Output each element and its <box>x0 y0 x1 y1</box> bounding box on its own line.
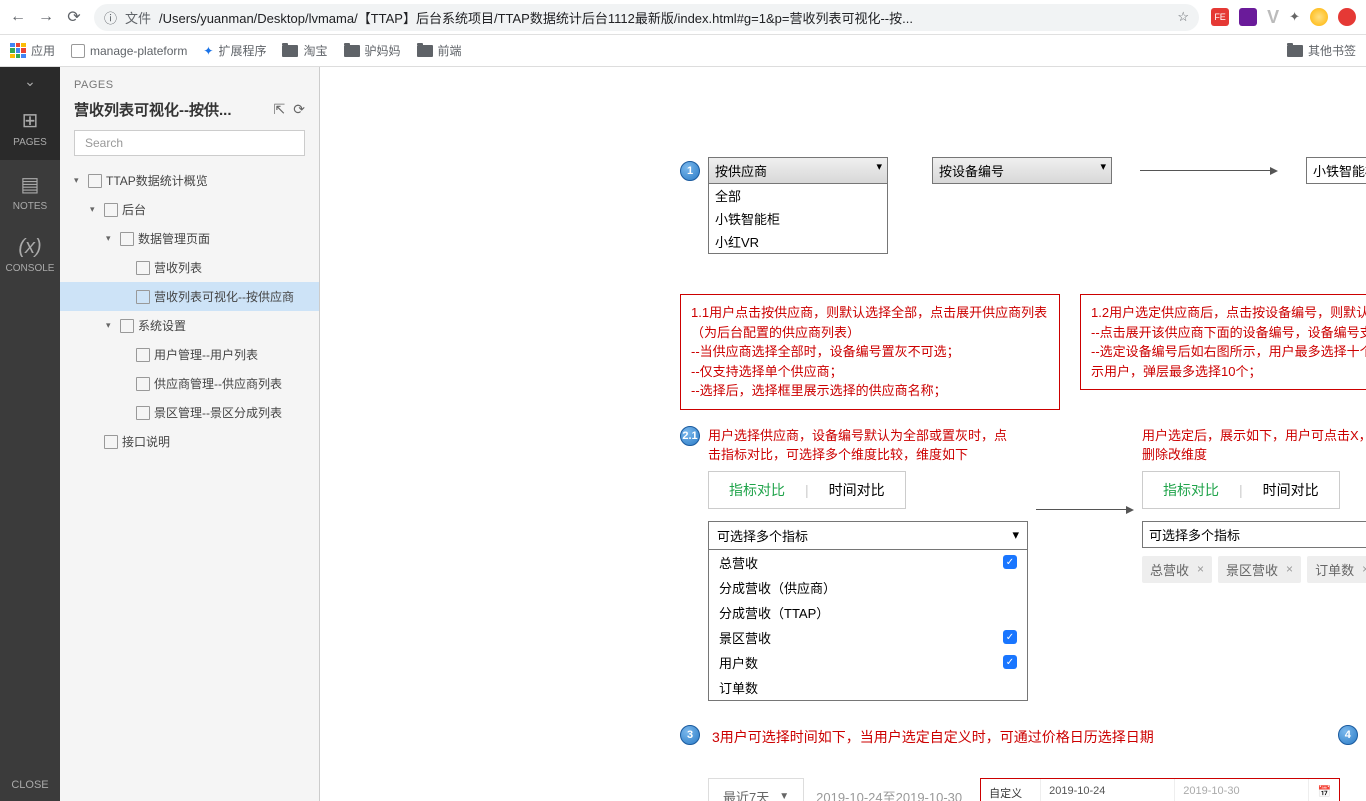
pages-panel: PAGES 营收列表可视化--按供... ⇱ ⟳ Search ▾TTAP数据统… <box>60 67 320 801</box>
forward-button[interactable]: → <box>38 9 54 25</box>
note-1-2: 1.2用户选定供应商后，点击按设备编号，则默认选择全部。 --点击展开该供应商下… <box>1080 294 1366 390</box>
tree-item[interactable]: ▾TTAP数据统计概览 <box>60 166 319 195</box>
selected-supplier[interactable]: 小铁智能柜 > <box>1306 157 1366 184</box>
supplier-dropdown[interactable]: 全部小铁智能柜小红VR <box>708 184 888 254</box>
bookmark-manage[interactable]: manage-plateform <box>71 44 187 58</box>
reload-button[interactable]: ⟳ <box>66 9 82 25</box>
metric-option[interactable]: 景区营收✓ <box>709 625 1027 650</box>
metric-multiselect-right[interactable]: 可选择多个指标▾ <box>1142 521 1366 548</box>
page-title: 营收列表可视化--按供... <box>74 99 232 120</box>
badge-3: 3 <box>680 725 700 745</box>
chip-remove-icon: × <box>1286 562 1293 576</box>
chip-remove-icon: × <box>1362 562 1366 576</box>
tab-time[interactable]: 时间对比 <box>1263 480 1319 500</box>
ext-purple-icon[interactable] <box>1239 8 1257 26</box>
url-text: /Users/yuanman/Desktop/lvmama/【TTAP】后台系统… <box>159 8 913 27</box>
metric-option[interactable]: 用户数✓ <box>709 650 1027 675</box>
pages-tab[interactable]: ⊞PAGES <box>0 96 60 160</box>
star-icon[interactable]: ☆ <box>1177 9 1189 25</box>
bookmarks-bar: 应用 manage-plateform ✦扩展程序 淘宝 驴妈妈 前端 其他书签 <box>0 35 1366 67</box>
metric-option[interactable]: 分成营收（TTAP） <box>709 600 1027 625</box>
date-from[interactable]: 2019-10-24 <box>1041 779 1175 801</box>
other-bookmarks[interactable]: 其他书签 <box>1287 42 1356 59</box>
metric-option[interactable]: 分成营收（供应商） <box>709 575 1027 600</box>
tree-item[interactable]: 营收列表可视化--按供应商 <box>60 282 319 311</box>
chip-remove-icon: × <box>1197 562 1204 576</box>
info-icon: ⓘ <box>104 8 117 27</box>
refresh-icon[interactable]: ⟳ <box>293 101 305 118</box>
calendar-panel: 自定义 2019-10-24 2019-10-30 📅 ‹2019年 10月 日… <box>980 778 1340 801</box>
url-prefix: 文件 <box>125 8 151 27</box>
puzzle-icon[interactable]: ✦ <box>1289 9 1300 25</box>
chip[interactable]: 订单数× <box>1307 556 1366 583</box>
supplier-select[interactable]: 按供应商 全部小铁智能柜小红VR <box>708 157 888 184</box>
tree-item[interactable]: ▾数据管理页面 <box>60 224 319 253</box>
badge-2-1: 2.1 <box>680 426 700 446</box>
collapse-toggle[interactable]: ⌄ <box>0 67 60 96</box>
search-input[interactable]: Search <box>74 130 305 156</box>
canvas[interactable]: 1 按供应商 全部小铁智能柜小红VR 按设备编号 小铁智能柜 > 按设备编号 全… <box>320 67 1366 801</box>
note-1-1: 1.1用户点击按供应商，则默认选择全部，点击展开供应商列表（为后台配置的供应商列… <box>680 294 1060 410</box>
calendar-icon[interactable]: 📅 <box>1309 779 1339 801</box>
tree-item[interactable]: 供应商管理--供应商列表 <box>60 369 319 398</box>
chip[interactable]: 总营收× <box>1142 556 1212 583</box>
tree-item[interactable]: 接口说明 <box>60 427 319 456</box>
note-2-right: 用户选定后，展示如下，用户可点击X，删除改维度 <box>1142 426 1366 465</box>
tree-item[interactable]: 用户管理--用户列表 <box>60 340 319 369</box>
arrow-icon <box>1036 506 1134 514</box>
ext-v-icon[interactable]: V <box>1267 7 1279 28</box>
tree-item[interactable]: 景区管理--景区分成列表 <box>60 398 319 427</box>
back-button[interactable]: ← <box>10 9 26 25</box>
device-select-1[interactable]: 按设备编号 <box>932 157 1112 184</box>
note-3: 3用户可选择时间如下，当用户选定自定义时，可通过价格日历选择日期 <box>712 727 1154 747</box>
chip[interactable]: 景区营收× <box>1218 556 1301 583</box>
notes-tab[interactable]: ▤NOTES <box>0 160 60 224</box>
tree-item[interactable]: ▾后台 <box>60 195 319 224</box>
ext-red-icon[interactable] <box>1338 8 1356 26</box>
ext-sun-icon[interactable] <box>1310 8 1328 26</box>
badge-1: 1 <box>680 161 700 181</box>
apps-label: 应用 <box>31 42 55 59</box>
tree-item[interactable]: ▾系统设置 <box>60 311 319 340</box>
tool-sidebar: ⌄ ⊞PAGES ▤NOTES (x)CONSOLE CLOSE <box>0 67 60 801</box>
custom-label: 自定义 <box>981 779 1041 801</box>
bookmark-extensions[interactable]: ✦扩展程序 <box>203 42 266 59</box>
url-bar[interactable]: ⓘ 文件 /Users/yuanman/Desktop/lvmama/【TTAP… <box>94 4 1199 31</box>
extension-icons: FE V ✦ <box>1211 7 1356 28</box>
arrow-icon <box>1140 167 1278 175</box>
bookmark-frontend[interactable]: 前端 <box>417 42 462 59</box>
tab-time[interactable]: 时间对比 <box>829 480 885 500</box>
console-tab[interactable]: (x)CONSOLE <box>0 224 60 286</box>
ext-fe-icon[interactable]: FE <box>1211 8 1229 26</box>
tab-metric[interactable]: 指标对比 <box>1163 480 1219 500</box>
date-to[interactable]: 2019-10-30 <box>1175 779 1309 801</box>
metric-option[interactable]: 总营收✓ <box>709 550 1027 575</box>
range-select[interactable]: 最近7天▼ <box>708 778 804 801</box>
metric-multiselect[interactable]: 可选择多个指标▾ 总营收✓分成营收（供应商）分成营收（TTAP）景区营收✓用户数… <box>708 521 1028 701</box>
tree-item[interactable]: 营收列表 <box>60 253 319 282</box>
share-icon[interactable]: ⇱ <box>274 101 286 118</box>
bookmark-taobao[interactable]: 淘宝 <box>282 42 327 59</box>
page-tree: ▾TTAP数据统计概览▾后台▾数据管理页面营收列表营收列表可视化--按供应商▾系… <box>60 166 319 801</box>
compare-tabs-left: 指标对比 | 时间对比 <box>708 471 906 509</box>
apps-shortcut[interactable]: 应用 <box>10 42 55 59</box>
note-2-left: 用户选择供应商，设备编号默认为全部或置灰时，点击指标对比，可选择多个维度比较，维… <box>708 426 1008 465</box>
close-button[interactable]: CLOSE <box>1 769 58 801</box>
badge-4: 4 <box>1338 725 1358 745</box>
browser-toolbar: ← → ⟳ ⓘ 文件 /Users/yuanman/Desktop/lvmama… <box>0 0 1366 35</box>
panel-header: PAGES <box>60 67 319 95</box>
bookmark-lvmama[interactable]: 驴妈妈 <box>344 42 401 59</box>
range-display: 2019-10-24至2019-10-30 <box>816 787 962 801</box>
selected-chips: 总营收×景区营收×订单数× <box>1142 556 1366 583</box>
tab-metric[interactable]: 指标对比 <box>729 480 785 500</box>
metric-option[interactable]: 订单数 <box>709 675 1027 700</box>
compare-tabs-right: 指标对比 | 时间对比 <box>1142 471 1340 509</box>
